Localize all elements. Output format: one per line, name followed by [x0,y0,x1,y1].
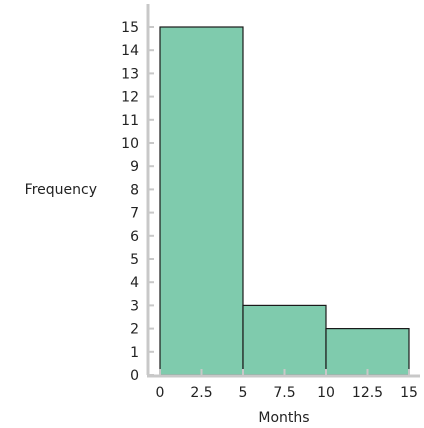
y-tick-label: 5 [130,252,139,268]
x-tick-label: 0 [156,385,165,401]
x-tick-label: 5 [239,385,248,401]
y-tick-label: 0 [130,368,139,384]
y-tick-label: 7 [130,206,139,222]
histogram-bar-0 [159,26,244,376]
x-tick-label: 10 [317,385,335,401]
x-tick-label: 12.5 [352,385,383,401]
y-tick-label: 13 [121,66,139,82]
x-tick-label: 2.5 [190,385,212,401]
y-axis-label: Frequency [25,182,97,198]
y-tick-label: 10 [121,136,139,152]
y-tick-label: 6 [130,229,139,245]
y-tick-label: 3 [130,298,139,314]
x-ticks-group: 0 2.5 5 7.5 10 12.5 15 [156,369,418,401]
y-tick-label: 14 [121,43,139,59]
y-tick-label: 2 [130,322,139,338]
histogram-bar-1 [242,304,327,376]
y-tick-label: 4 [130,275,139,291]
y-tick-label: 12 [121,90,139,106]
bars-group [159,26,410,376]
y-tick-label: 11 [121,113,139,129]
y-tick-label: 15 [121,20,139,36]
histogram-bar-2 [325,328,410,376]
x-tick-label: 15 [400,385,418,401]
y-tick-label: 9 [130,159,139,175]
x-tick-label: 7.5 [273,385,295,401]
x-axis-label: Months [258,410,309,426]
y-tick-label: 1 [130,345,139,361]
y-tick-label: 8 [130,182,139,198]
